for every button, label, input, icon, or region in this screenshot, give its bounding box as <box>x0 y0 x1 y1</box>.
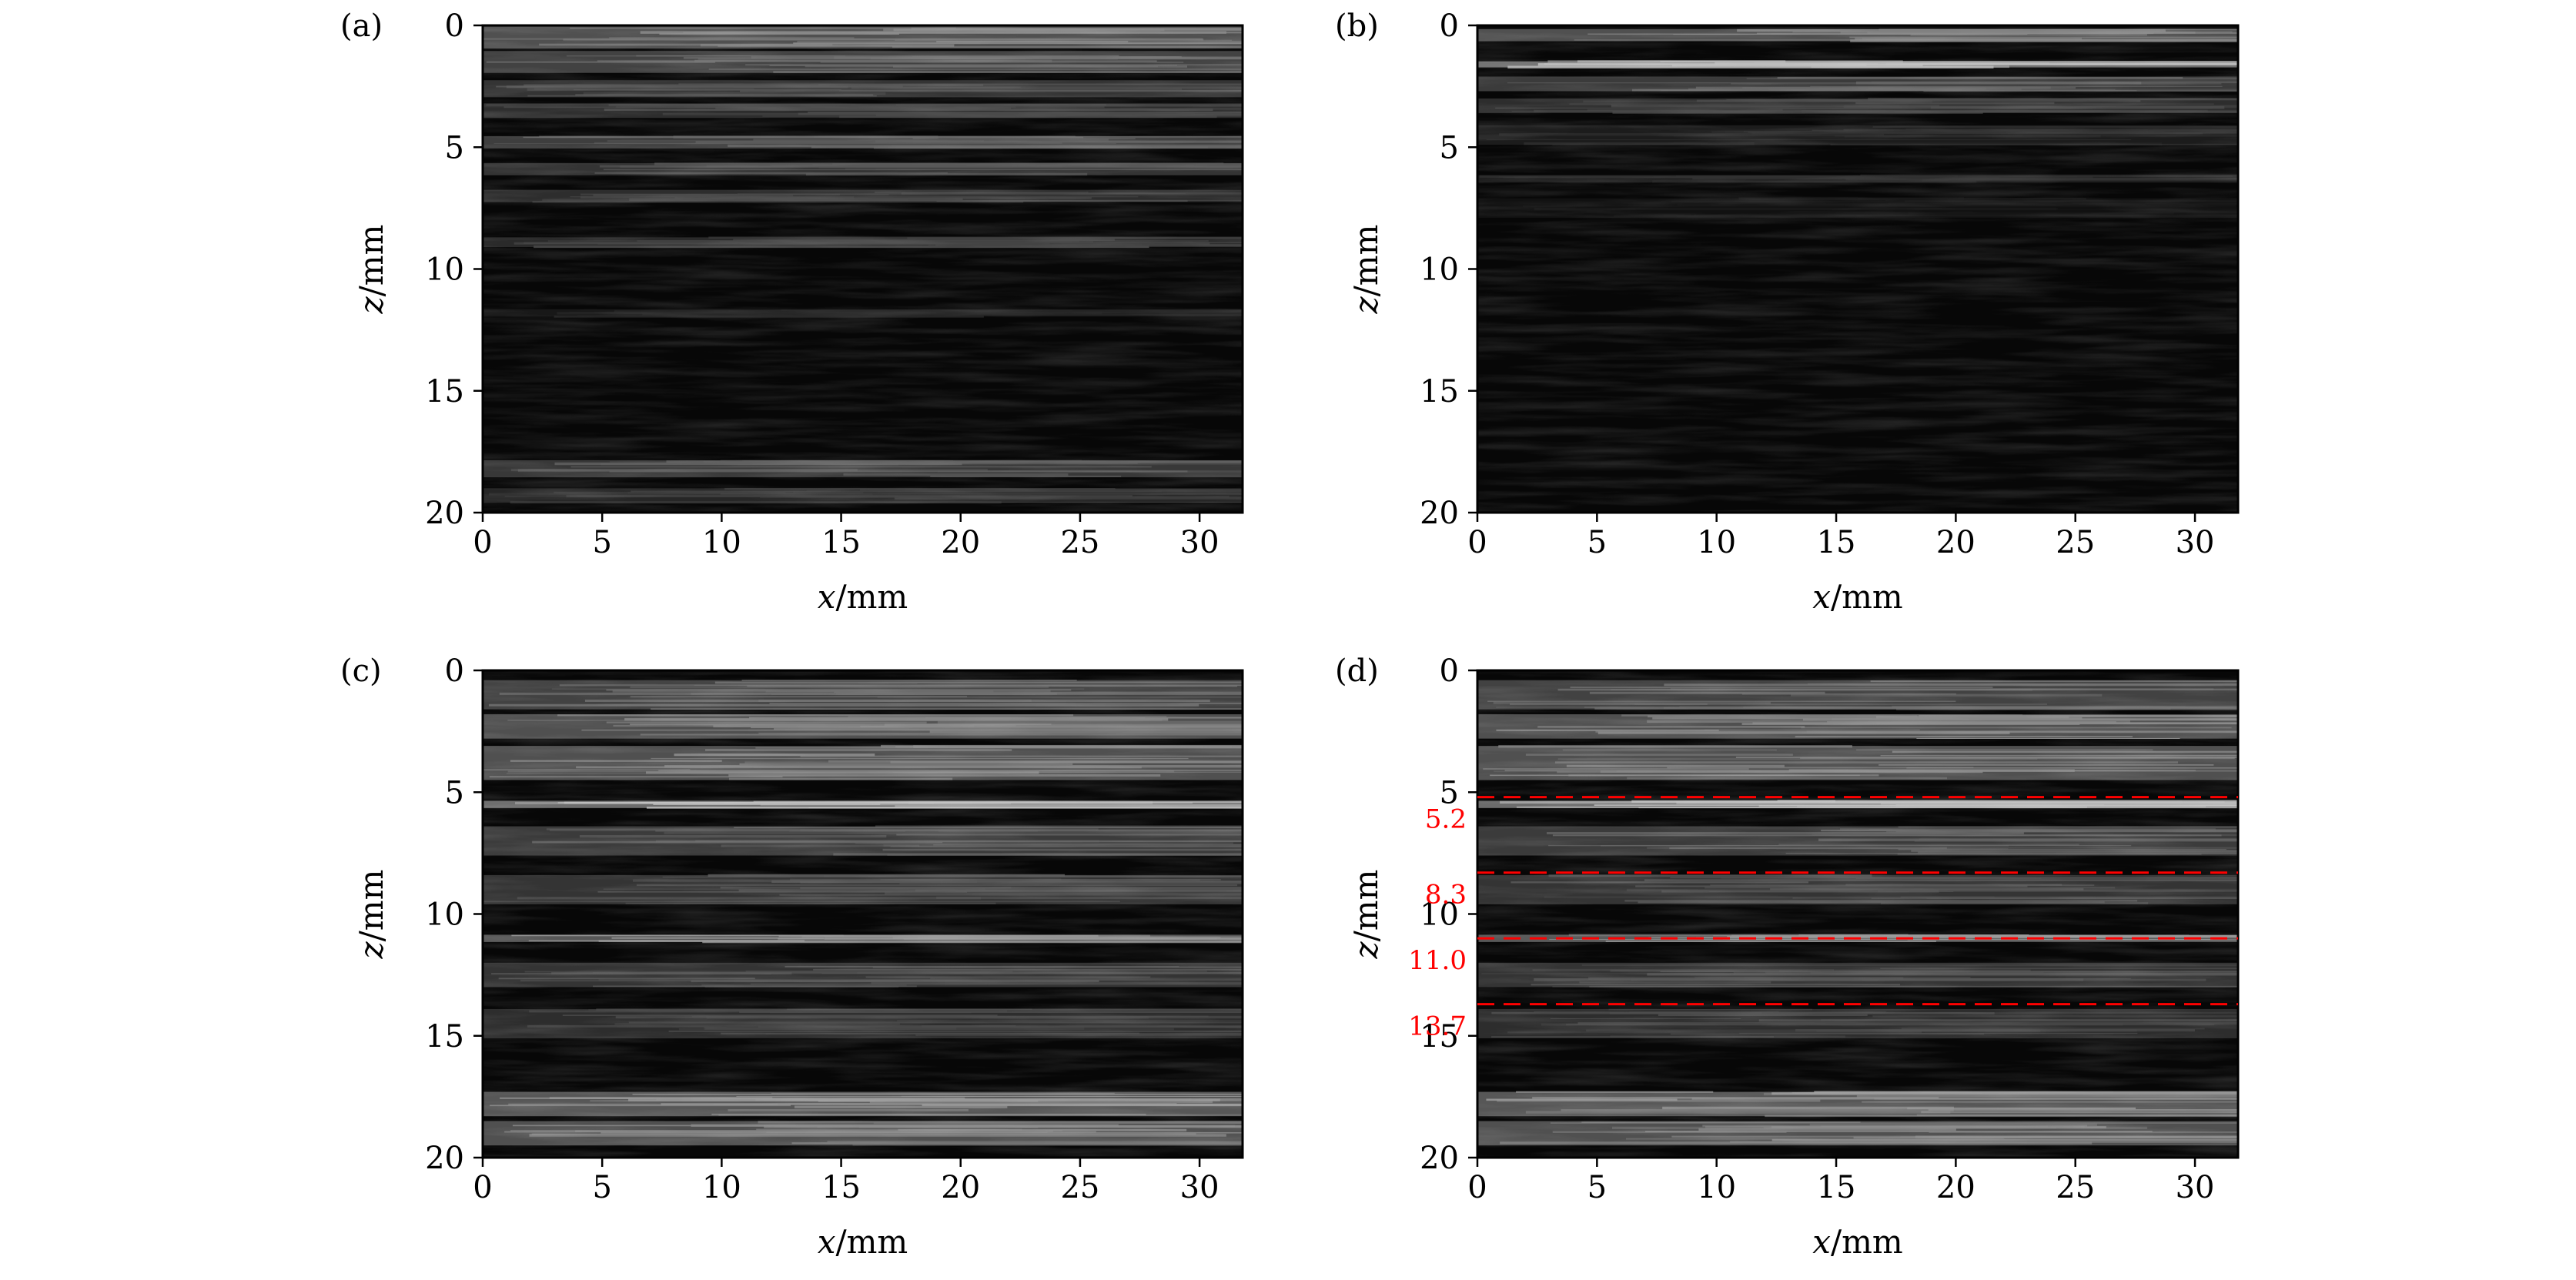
x-tick-label: 20 <box>941 1170 980 1205</box>
x-tick-label: 10 <box>1697 1170 1736 1205</box>
panel-label: (c) <box>340 653 382 689</box>
y-tick-label: 15 <box>1420 1019 1459 1054</box>
dashed-line-label: 8.3 <box>1425 880 1467 911</box>
panel-label: (b) <box>1335 8 1379 44</box>
x-tick-label: 15 <box>1817 1170 1856 1205</box>
panel-c: 0 5 10 15 20 25 30 0 5 10 15 20 x/mm z/mm (c) <box>340 653 1244 1261</box>
y-tick-label: 20 <box>1420 1141 1459 1176</box>
x-tick-label: 10 <box>1697 525 1736 560</box>
y-tick-label: 5 <box>445 130 464 165</box>
speckle-texture <box>483 670 1243 1158</box>
y-tick-label: 15 <box>425 374 464 409</box>
x-tick-label: 0 <box>1467 1170 1487 1205</box>
speckle-texture <box>483 25 1243 513</box>
x-tick-label: 25 <box>1060 1170 1099 1205</box>
x-tick-label: 5 <box>592 525 611 560</box>
dashed-line-label: 11.0 <box>1408 945 1467 976</box>
x-axis-label: x/mm <box>1812 578 1903 616</box>
y-tick-label: 5 <box>1440 130 1459 165</box>
x-tick-label: 15 <box>821 525 861 560</box>
x-tick-label: 0 <box>1467 525 1487 560</box>
y-tick-label: 20 <box>425 1141 464 1176</box>
x-axis-label: x/mm <box>818 578 908 616</box>
x-tick-label: 20 <box>941 525 980 560</box>
x-tick-label: 25 <box>2056 1170 2095 1205</box>
speckle-texture <box>1477 670 2238 1158</box>
x-tick-label: 5 <box>1587 525 1607 560</box>
x-tick-label: 20 <box>1936 1170 1975 1205</box>
panel-d: 0 5 10 15 20 25 30 0 5 10 15 20 x/mm z/mm (d) 5.2 8.3 11.… <box>1335 653 2240 1261</box>
speckle-texture <box>1477 25 2238 513</box>
y-axis-label: z/mm <box>353 870 390 960</box>
x-tick-label: 0 <box>473 1170 492 1205</box>
dashed-line-label: 5.2 <box>1425 804 1467 835</box>
x-tick-label: 15 <box>1817 525 1856 560</box>
x-tick-label: 25 <box>1060 525 1099 560</box>
y-axis-label: z/mm <box>353 225 390 315</box>
y-tick-label: 0 <box>1440 8 1459 44</box>
panel-label: (d) <box>1335 653 1379 689</box>
image-area <box>1477 25 2238 513</box>
x-tick-label: 25 <box>2056 525 2095 560</box>
dashed-line-label: 13.7 <box>1408 1011 1467 1042</box>
x-tick-label: 10 <box>702 525 741 560</box>
x-tick-label: 30 <box>2176 1170 2215 1205</box>
y-axis-label: z/mm <box>1347 225 1385 315</box>
y-tick-label: 15 <box>1420 374 1459 409</box>
y-tick-label: 10 <box>425 252 464 288</box>
y-tick-label: 0 <box>445 8 464 44</box>
x-tick-label: 0 <box>473 525 492 560</box>
x-axis-label: x/mm <box>818 1223 908 1261</box>
x-tick-label: 10 <box>702 1170 741 1205</box>
y-tick-label: 20 <box>1420 496 1459 531</box>
x-tick-label: 15 <box>821 1170 861 1205</box>
x-tick-label: 30 <box>1180 1170 1219 1205</box>
image-area <box>483 25 1243 513</box>
y-tick-label: 0 <box>1440 653 1459 689</box>
y-tick-label: 10 <box>1420 252 1459 288</box>
y-tick-label: 10 <box>425 897 464 933</box>
y-tick-label: 5 <box>445 775 464 810</box>
y-axis-label: z/mm <box>1347 870 1385 960</box>
x-tick-label: 30 <box>1180 525 1219 560</box>
x-axis-label: x/mm <box>1812 1223 1903 1261</box>
panel-label: (a) <box>340 8 383 44</box>
x-tick-label: 5 <box>1587 1170 1607 1205</box>
panel-b: 0 5 10 15 20 25 30 0 5 10 15 20 x/mm z/mm (b) <box>1335 8 2240 616</box>
image-area <box>483 670 1243 1158</box>
x-tick-label: 20 <box>1936 525 1975 560</box>
x-tick-label: 5 <box>592 1170 611 1205</box>
y-tick-label: 10 <box>1420 897 1459 933</box>
y-tick-label: 5 <box>1440 775 1459 810</box>
y-tick-label: 0 <box>445 653 464 689</box>
y-tick-label: 15 <box>425 1019 464 1054</box>
image-area <box>1477 670 2238 1158</box>
panel-a: 0 5 10 15 20 25 30 0 5 10 15 20 x/mm z/mm (a) <box>340 8 1244 616</box>
y-tick-label: 20 <box>425 496 464 531</box>
x-tick-label: 30 <box>2176 525 2215 560</box>
